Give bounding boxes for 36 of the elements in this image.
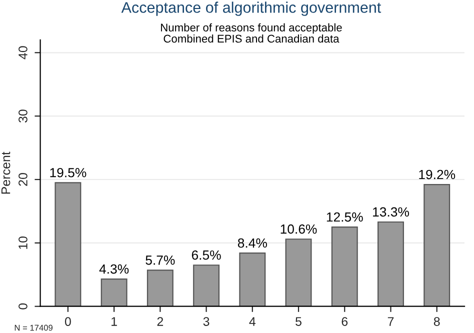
chart-subtitle: Number of reasons found acceptable Combined EPIS and Canadian data (161, 23, 342, 43)
bar (285, 238, 312, 306)
data-label: 5.7% (146, 256, 175, 265)
bar (424, 184, 450, 306)
data-label: 19.5% (50, 168, 86, 178)
y-tick-label: 30 (18, 110, 28, 123)
data-label: 10.6% (280, 224, 317, 234)
bar (378, 221, 404, 306)
y-tick-label: 0 (18, 303, 28, 310)
bar (146, 270, 174, 306)
x-tick-label: 1 (112, 317, 117, 326)
bar (193, 264, 220, 306)
y-axis-title: Percent (1, 152, 10, 194)
data-label: 8.4% (238, 238, 267, 248)
bar (331, 226, 358, 306)
data-label: 4.3% (99, 264, 129, 274)
data-label: 12.5% (326, 212, 363, 222)
x-tick-label: 4 (249, 317, 256, 326)
x-tick-label: 3 (203, 317, 210, 326)
data-label: 19.2% (419, 170, 456, 180)
text: N = 17409 (14, 324, 53, 331)
x-tick-label: 6 (342, 317, 348, 326)
bar (239, 252, 266, 306)
x-tick-label: 5 (296, 317, 302, 326)
x-tick-label: 0 (64, 317, 71, 326)
y-tick-label: 40 (18, 46, 28, 60)
data-label: 6.5% (192, 250, 221, 260)
bar (100, 278, 128, 306)
x-tick-label: 7 (388, 317, 394, 326)
x-tick-label: 2 (157, 317, 164, 326)
data-label: 13.3% (373, 207, 409, 217)
y-tick-label: 10 (18, 236, 28, 249)
chart-title: Acceptance of algorithmic government (121, 2, 382, 16)
x-tick-label: 8 (434, 317, 440, 326)
bar (54, 182, 82, 306)
y-tick-label: 20 (18, 173, 28, 186)
